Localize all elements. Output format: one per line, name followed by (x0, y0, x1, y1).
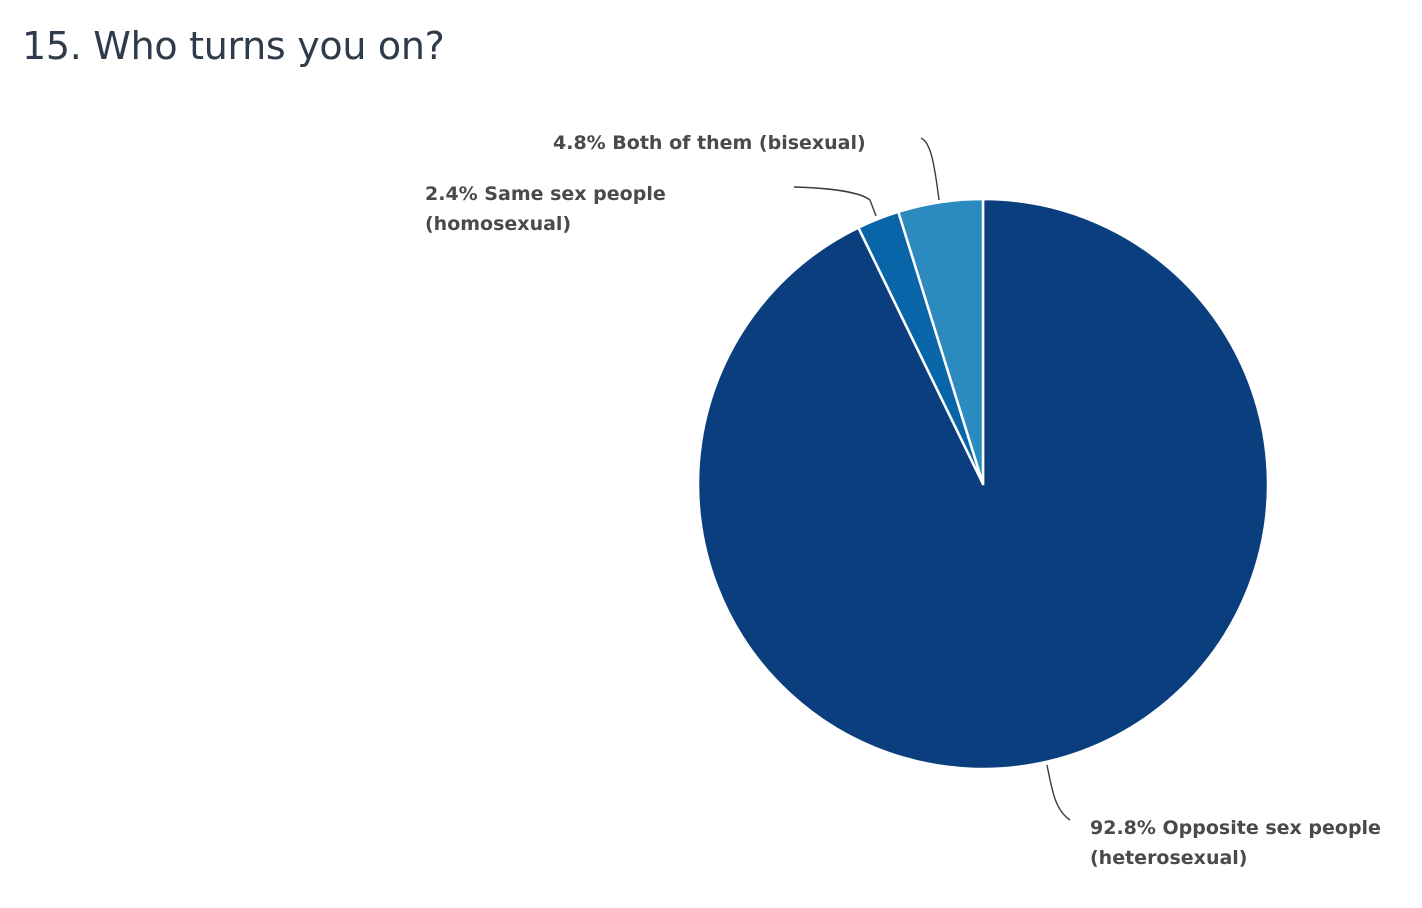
pie-slice-both[interactable] (897, 197, 985, 486)
slice-label-same-sex[interactable]: 2.4% Same sex people (homosexual) (425, 183, 672, 235)
pie-slices (696, 197, 1270, 771)
slice-label-both-line1: 4.8% Both of them (bisexual) (553, 132, 866, 154)
slice-label-opposite-sex-line2: (heterosexual) (1090, 847, 1247, 869)
leader-line-same-sex (793, 186, 877, 217)
leader-line-opposite-sex (1046, 764, 1071, 821)
slice-label-same-sex-line2: (homosexual) (425, 213, 571, 235)
slice-label-opposite-sex-line1: 92.8% Opposite sex people (1090, 817, 1381, 839)
slice-label-both[interactable]: 4.8% Both of them (bisexual) (553, 132, 866, 154)
leader-line-both (920, 137, 940, 201)
pie-labels: 92.8% Opposite sex people (heterosexual)… (425, 132, 1388, 869)
question-title: 15. Who turns you on? (22, 24, 445, 68)
slice-label-opposite-sex[interactable]: 92.8% Opposite sex people (heterosexual) (1090, 817, 1388, 869)
slice-label-same-sex-line1: 2.4% Same sex people (425, 183, 666, 205)
